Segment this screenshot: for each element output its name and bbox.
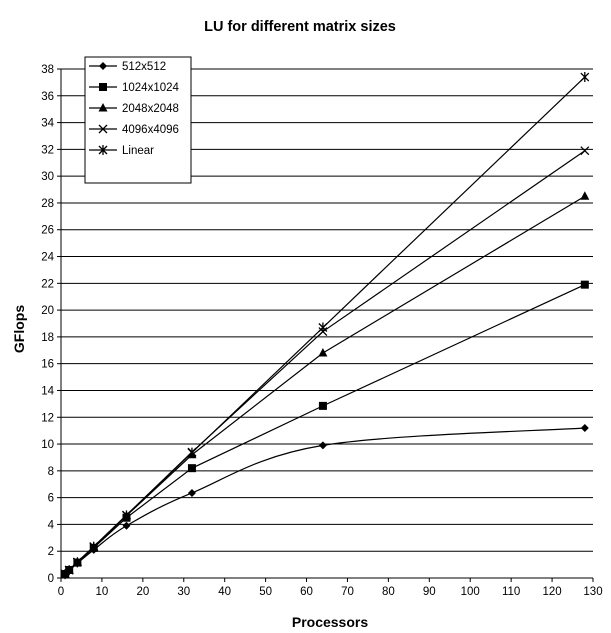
y-tick-label: 12 [41, 412, 54, 424]
data-point [318, 441, 327, 450]
y-tick-label: 0 [48, 573, 54, 585]
data-point [122, 521, 131, 530]
y-tick-label: 14 [41, 385, 54, 397]
x-tick-label: 80 [382, 586, 395, 598]
legend-item: 512x512 [89, 61, 166, 73]
y-tick-label: 24 [41, 252, 54, 264]
legend-marker [98, 103, 108, 112]
legend-label: Linear [122, 145, 154, 157]
legend-item: 1024x1024 [89, 82, 180, 94]
data-point [580, 280, 589, 289]
legend-marker [99, 83, 107, 91]
y-tick-label: 30 [41, 171, 54, 183]
chart-title: LU for different matrix sizes [204, 19, 396, 35]
y-tick-label: 16 [41, 359, 54, 371]
series-2048x2048 [60, 191, 590, 578]
data-point [187, 464, 196, 473]
series-4096x4096 [60, 146, 590, 579]
x-tick-label: 110 [502, 586, 520, 598]
data-point [318, 401, 327, 410]
y-tick-label: 2 [48, 546, 54, 558]
data-point [318, 322, 328, 333]
x-tick-label: 50 [259, 586, 272, 598]
y-tick-label: 22 [41, 278, 54, 290]
data-point [72, 557, 82, 568]
y-tick-label: 32 [41, 144, 54, 156]
y-tick-label: 4 [48, 519, 55, 531]
y-tick-label: 10 [41, 439, 54, 451]
x-tick-label: 30 [177, 586, 190, 598]
y-axis-title: GFlops [11, 305, 27, 353]
legend: 512x512 1024x1024 2048x2048 4096x4096 Linear [84, 56, 192, 184]
y-tick-label: 26 [41, 225, 54, 237]
y-tick-label: 38 [41, 64, 54, 76]
data-point [580, 423, 589, 432]
x-tick-label: 0 [58, 586, 64, 598]
x-tick-label: 20 [136, 586, 149, 598]
data-point [187, 447, 197, 458]
legend-marker [99, 62, 107, 70]
y-tick-label: 36 [41, 91, 54, 103]
legend-item: Linear [89, 145, 154, 157]
gridlines [61, 68, 593, 552]
legend-label: 1024x1024 [122, 82, 180, 94]
x-tick-label: 70 [341, 586, 354, 598]
data-series [60, 72, 590, 580]
data-point [580, 191, 590, 200]
x-axis-ticks: 0 10 20 30 40 50 60 70 80 90 100 110 120 130 [58, 578, 603, 598]
axes [60, 69, 593, 579]
data-point [187, 488, 196, 497]
legend-label: 4096x4096 [122, 124, 179, 136]
series-line [64, 195, 586, 575]
x-tick-label: 90 [423, 586, 436, 598]
y-tick-label: 20 [41, 305, 54, 317]
legend-label: 512x512 [122, 61, 166, 73]
data-point [122, 510, 131, 521]
legend-item: 2048x2048 [89, 103, 179, 115]
y-tick-label: 6 [48, 493, 54, 505]
x-axis-title: Processors [292, 614, 368, 630]
data-point [318, 347, 328, 357]
x-tick-label: 120 [542, 586, 561, 598]
legend-item: 4096x4096 [89, 124, 179, 136]
series-line [64, 284, 586, 575]
y-tick-label: 8 [48, 466, 54, 478]
x-tick-label: 10 [96, 586, 109, 598]
data-point [580, 146, 590, 156]
legend-label: 2048x2048 [122, 103, 179, 115]
legend-marker [98, 124, 108, 134]
series-Linear [60, 72, 590, 580]
y-tick-label: 18 [41, 332, 54, 344]
legend-box [84, 56, 192, 184]
legend-marker [98, 145, 108, 155]
data-point [580, 72, 590, 83]
data-point [64, 565, 74, 576]
x-tick-label: 130 [583, 586, 602, 598]
x-tick-label: 40 [218, 586, 231, 598]
x-tick-label: 60 [300, 586, 313, 598]
data-point [89, 541, 99, 552]
y-tick-label: 34 [41, 118, 54, 130]
series-line [64, 150, 586, 575]
y-tick-label: 28 [41, 198, 54, 210]
x-tick-label: 100 [461, 586, 480, 598]
